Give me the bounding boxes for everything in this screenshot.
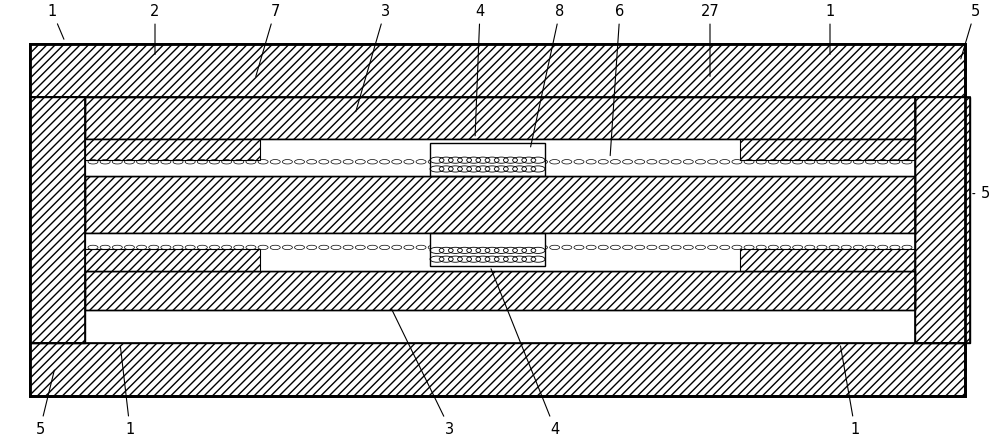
Text: 1: 1 (840, 346, 860, 436)
Text: 3: 3 (391, 308, 455, 436)
Bar (30, 343, 965, 396)
Bar (85, 139, 915, 176)
Bar (740, 249, 915, 271)
Bar (30, 44, 965, 396)
Bar (85, 97, 915, 139)
Text: 4: 4 (491, 269, 560, 436)
Text: 7: 7 (256, 4, 280, 77)
Bar (30, 97, 85, 343)
Text: 4: 4 (475, 4, 485, 136)
Bar (85, 233, 915, 271)
Text: 27: 27 (701, 4, 719, 77)
Text: 5: 5 (973, 186, 990, 201)
Bar (30, 44, 965, 97)
Text: 6: 6 (610, 4, 625, 156)
Text: 1: 1 (47, 4, 64, 39)
Bar (915, 97, 970, 343)
Bar (740, 139, 915, 160)
Text: 8: 8 (531, 4, 565, 147)
Bar (85, 233, 915, 271)
Bar (30, 44, 965, 97)
Bar (30, 97, 85, 343)
Bar (85, 139, 915, 176)
Bar (30, 44, 965, 396)
Bar (85, 249, 260, 271)
Bar (85, 176, 915, 233)
Text: 1: 1 (825, 4, 835, 55)
Text: 3: 3 (356, 4, 390, 112)
Bar (85, 271, 915, 310)
Text: 1: 1 (120, 346, 135, 436)
Bar (85, 271, 915, 310)
Bar (85, 176, 915, 233)
Bar (85, 139, 260, 160)
Text: 5: 5 (961, 4, 980, 59)
Bar (30, 343, 965, 396)
Bar (915, 97, 970, 343)
Bar (85, 97, 915, 139)
Bar (430, 233, 545, 266)
Text: 2: 2 (150, 4, 160, 55)
Bar (430, 143, 545, 176)
Text: 5: 5 (35, 370, 54, 436)
